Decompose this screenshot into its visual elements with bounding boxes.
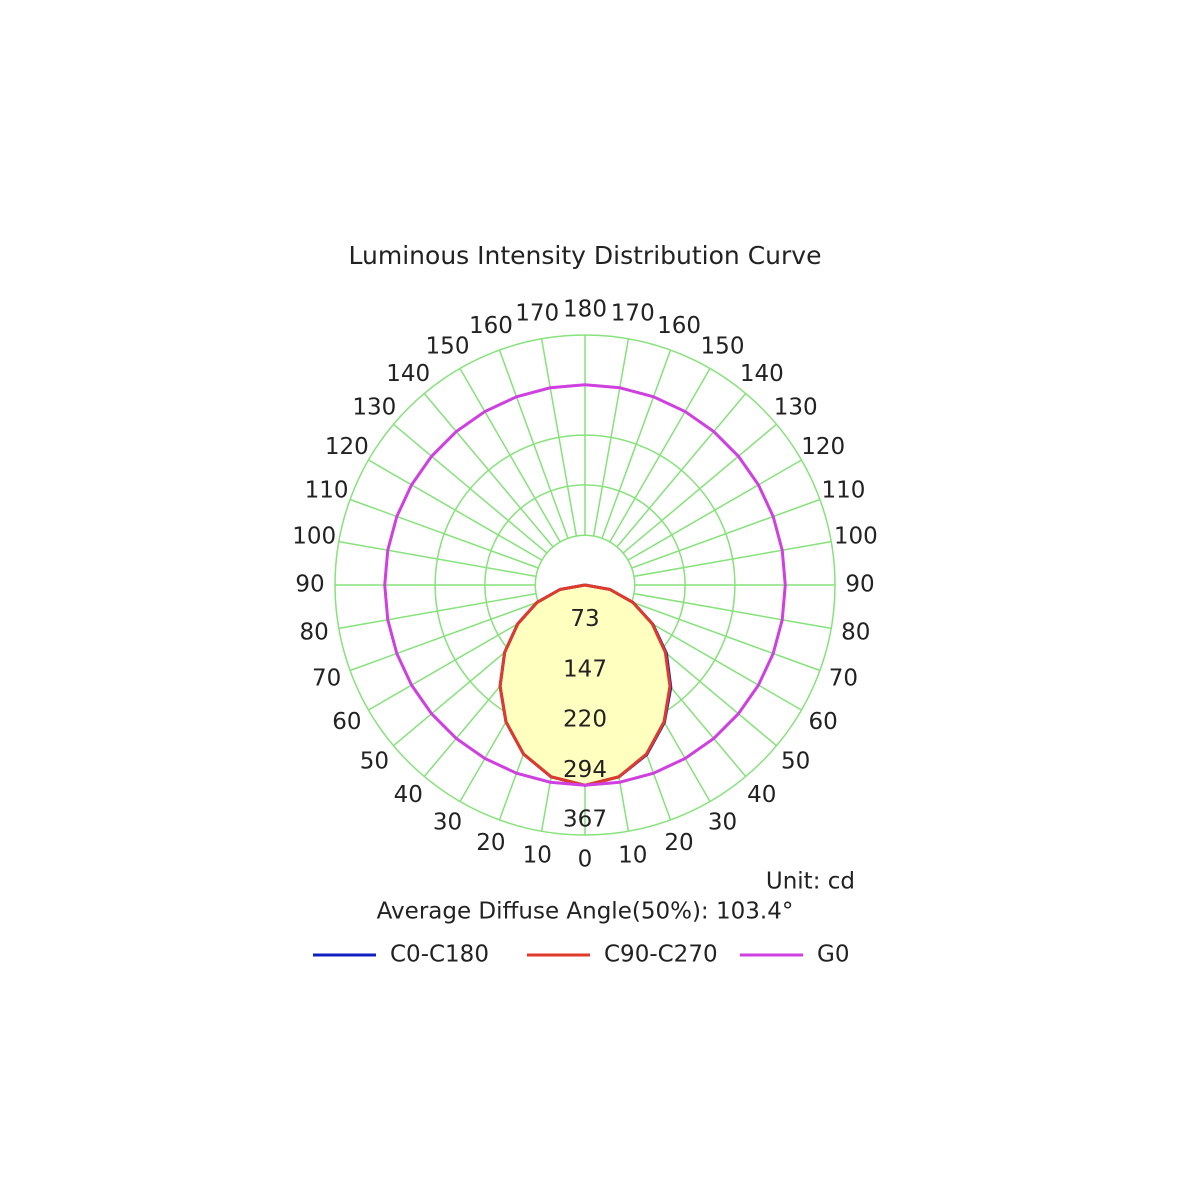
grid-ring bbox=[334, 334, 836, 836]
theta-tick-label: 180 bbox=[563, 297, 607, 323]
theta-tick-label: 130 bbox=[774, 395, 818, 421]
theta-tick-label: 10 bbox=[618, 842, 647, 868]
r-tick-label: 294 bbox=[563, 757, 607, 783]
theta-tick-label: 60 bbox=[332, 709, 361, 735]
theta-tick-label: 80 bbox=[300, 619, 329, 645]
theta-tick-label: 160 bbox=[469, 313, 513, 339]
theta-tick-label: 20 bbox=[664, 830, 693, 856]
theta-tick-label: 60 bbox=[809, 709, 838, 735]
theta-tick-label: 170 bbox=[515, 301, 559, 327]
theta-tick-label: 160 bbox=[657, 313, 701, 339]
theta-tick-label: 50 bbox=[360, 748, 389, 774]
theta-tick-label: 0 bbox=[578, 847, 593, 873]
unit-label: Unit: cd bbox=[766, 869, 855, 895]
theta-tick-label: 140 bbox=[740, 361, 784, 387]
area-fill bbox=[500, 585, 670, 786]
theta-tick-label: 40 bbox=[394, 782, 423, 808]
theta-tick-label: 130 bbox=[352, 395, 396, 421]
series-line bbox=[383, 383, 787, 787]
theta-tick-label: 110 bbox=[821, 477, 865, 503]
r-tick-label: 73 bbox=[570, 606, 599, 632]
theta-tick-label: 170 bbox=[611, 301, 655, 327]
theta-tick-label: 110 bbox=[305, 477, 349, 503]
annotation: Average Diffuse Angle(50%): 103.4° bbox=[377, 899, 794, 925]
legend-label: C0-C180 bbox=[390, 942, 489, 968]
chart-title: Luminous Intensity Distribution Curve bbox=[349, 241, 822, 270]
theta-tick-label: 50 bbox=[781, 748, 810, 774]
theta-tick-label: 80 bbox=[841, 619, 870, 645]
theta-tick-label: 90 bbox=[295, 572, 324, 598]
legend-label: C90-C270 bbox=[604, 942, 718, 968]
theta-tick-label: 90 bbox=[845, 572, 874, 598]
r-tick-label: 220 bbox=[563, 706, 607, 732]
theta-tick-label: 70 bbox=[312, 666, 341, 692]
theta-tick-label: 120 bbox=[325, 434, 369, 460]
legend-label: G0 bbox=[817, 942, 849, 968]
theta-tick-label: 20 bbox=[476, 830, 505, 856]
r-tick-label: 147 bbox=[563, 657, 607, 683]
theta-tick-label: 100 bbox=[834, 524, 878, 550]
theta-tick-label: 30 bbox=[433, 810, 462, 836]
theta-tick-label: 120 bbox=[801, 434, 845, 460]
r-tick-label: 367 bbox=[563, 807, 607, 833]
theta-tick-label: 40 bbox=[747, 782, 776, 808]
theta-tick-label: 140 bbox=[386, 361, 430, 387]
theta-tick-label: 100 bbox=[292, 524, 336, 550]
theta-tick-label: 10 bbox=[523, 842, 552, 868]
theta-tick-label: 150 bbox=[426, 333, 470, 359]
theta-tick-label: 70 bbox=[829, 666, 858, 692]
theta-tick-label: 150 bbox=[701, 333, 745, 359]
theta-tick-label: 30 bbox=[708, 810, 737, 836]
